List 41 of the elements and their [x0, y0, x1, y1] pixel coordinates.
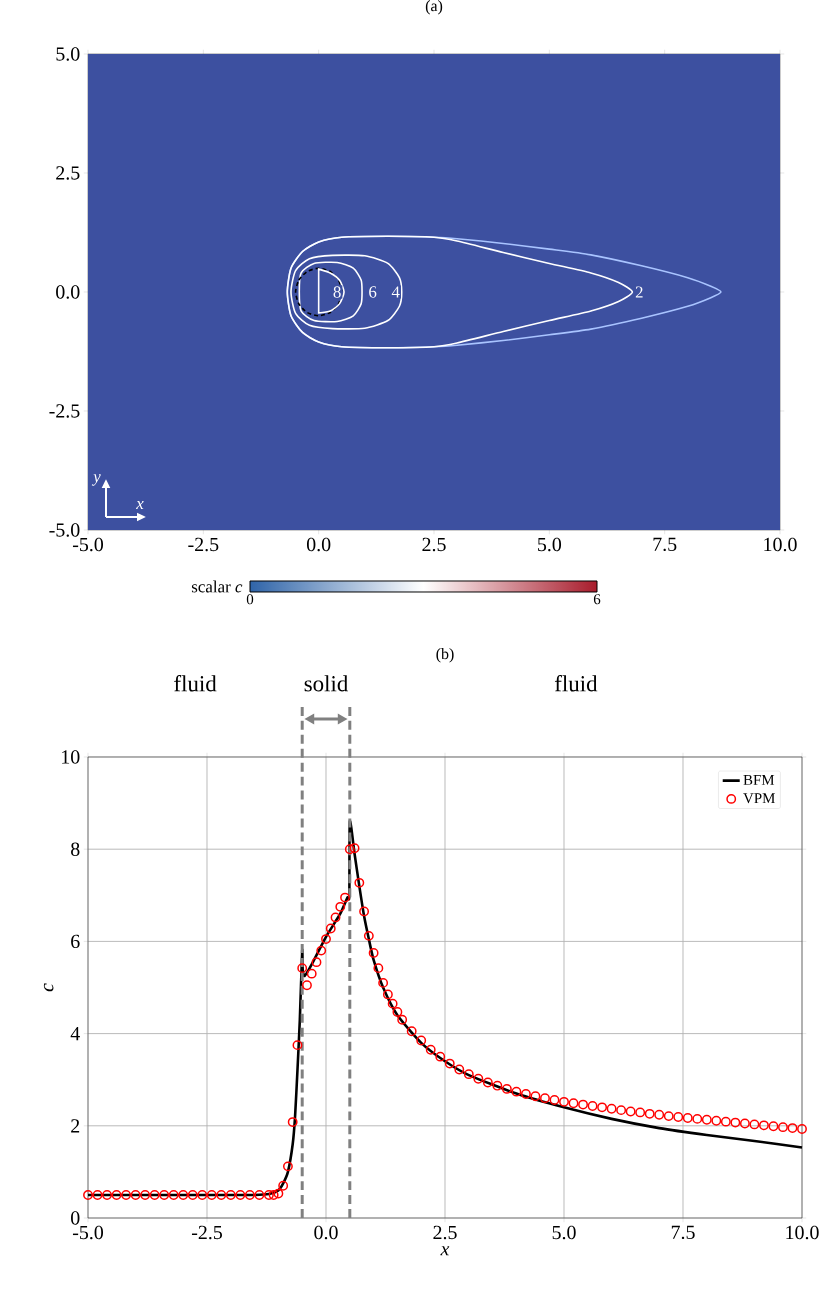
x-tick-label: -2.5	[188, 537, 219, 552]
y-tick-label: 6	[71, 934, 80, 949]
legend-label: BFM	[743, 775, 775, 785]
x-tick-label: 10.0	[764, 537, 797, 552]
x-tick-label: 2.5	[422, 537, 446, 552]
y-tick-label: 5.0	[56, 47, 80, 61]
y-tick-label: -2.5	[49, 404, 80, 418]
legend-label: VPM	[743, 793, 775, 804]
x-tick-label: 2.5	[433, 1225, 457, 1240]
color-bar-label: 0	[246, 594, 254, 605]
annotation: 2	[635, 286, 643, 298]
x-tick-label: 5.0	[538, 537, 562, 552]
x-tick-label: 0.0	[314, 1225, 338, 1240]
y-tick-label: 4	[70, 1027, 80, 1041]
y-tick-label: 0	[71, 1211, 80, 1225]
y-tick-label: -5.0	[49, 523, 80, 537]
x-tick-label: -2.5	[191, 1225, 222, 1240]
y-axis-title: c	[43, 983, 54, 992]
annotation: x	[136, 501, 144, 509]
x-tick-label: 5.0	[552, 1225, 576, 1240]
text: solid	[304, 675, 349, 692]
annotation: y	[91, 474, 101, 486]
x-tick-label: 7.5	[671, 1225, 695, 1240]
annotation: 4	[391, 286, 400, 298]
annotation: 8	[333, 286, 341, 298]
chart-title: (b)	[436, 648, 454, 663]
y-tick-label: 8	[71, 842, 80, 856]
y-tick-label: 2	[71, 1119, 80, 1133]
x-tick-label: 7.5	[653, 537, 677, 552]
x-tick-label: 10.0	[786, 1225, 819, 1240]
text: fluid	[554, 675, 598, 692]
text: fluid	[174, 675, 217, 692]
annotation: 6	[369, 286, 377, 298]
x-tick-label: 0.0	[306, 537, 331, 552]
y-tick-label: 0.0	[56, 285, 80, 299]
color-bar-label: 6	[593, 594, 601, 605]
y-tick-label: 10	[62, 750, 80, 764]
x-axis-title: x	[440, 1246, 450, 1256]
color-bar-title: scalar c	[191, 580, 243, 593]
y-tick-label: 2.5	[56, 166, 80, 180]
chart-title: (a)	[425, 0, 443, 15]
